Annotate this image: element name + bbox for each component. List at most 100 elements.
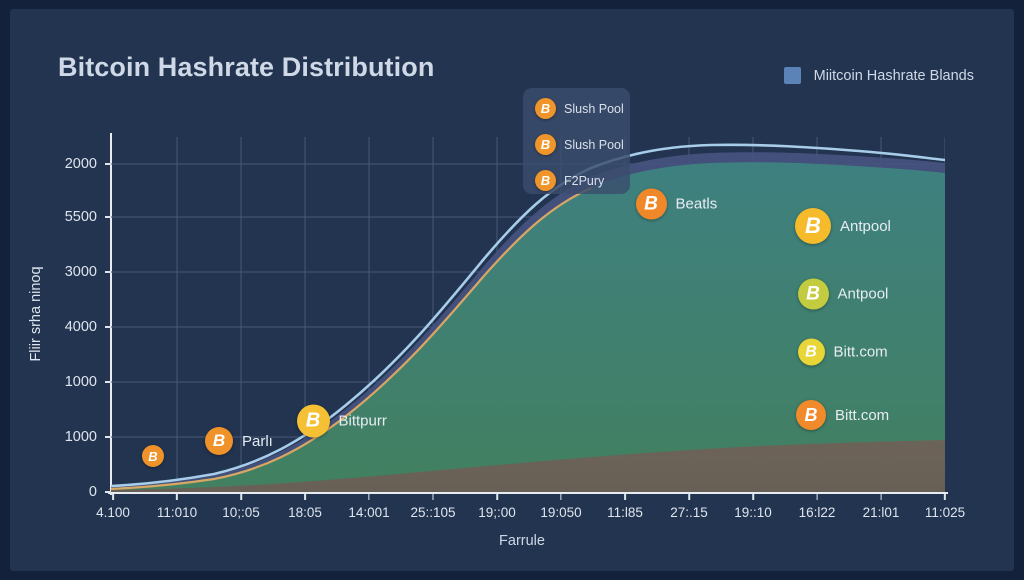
x-axis-tick-mark [944, 494, 946, 500]
bitcoin-icon: B [205, 427, 233, 455]
x-axis-tick-mark [816, 494, 818, 500]
pool-marker-label: Bitt.com [835, 406, 890, 424]
bitcoin-icon: B [142, 445, 164, 467]
tooltip-row-label: Slush Pool [564, 137, 624, 152]
tooltip-row: B Slush Pool [535, 134, 630, 155]
pool-marker-label: Parlı [242, 432, 273, 450]
x-axis-title: Farrule [499, 533, 545, 549]
x-axis-tick: 25::105 [410, 494, 456, 520]
x-axis-tick: 16:l22 [798, 494, 836, 520]
x-axis-tick: 19:050 [540, 494, 582, 520]
y-axis-tick-mark [105, 163, 111, 165]
x-axis-tick-mark [432, 494, 434, 500]
area-chart-svg [111, 137, 945, 492]
x-axis-tick: 18:05 [288, 494, 322, 520]
x-axis-tick-label: 11:l85 [607, 505, 643, 520]
x-axis-tick: 19::10 [734, 494, 772, 520]
x-axis-tick-mark [688, 494, 690, 500]
y-axis: 0 1000 1000 4000 3000 5500 2000 Fliir srha nin… [10, 9, 111, 571]
pool-marker[interactable]: B Bitt.com [797, 338, 888, 366]
area-band-brown [111, 440, 945, 492]
y-axis-tick-label: 1000 [64, 429, 97, 445]
tooltip-row: B Slush Pool [535, 98, 630, 119]
x-axis-tick-label: 27:.15 [670, 505, 708, 520]
pool-marker[interactable]: B Bitt.com [796, 400, 889, 430]
x-axis-tick-label: 21:l01 [862, 505, 900, 520]
x-axis-tick: 11:025 [925, 494, 965, 520]
pool-marker-label: Bitt.com [833, 343, 888, 361]
x-axis-tick-mark [624, 494, 626, 500]
tooltip-row: B F2Pury [535, 170, 630, 191]
y-axis-tick: 1000 [65, 374, 111, 390]
y-axis-tick-label: 4000 [64, 319, 97, 335]
y-axis-tick-label: 3000 [64, 264, 97, 280]
x-axis-tick-label: 18:05 [288, 505, 322, 520]
x-axis-tick: 19;:00 [478, 494, 516, 520]
pool-marker[interactable]: B Beatls [635, 188, 718, 220]
x-axis-tick-label: 14:001 [348, 505, 390, 520]
x-axis-tick-label: 11:025 [924, 505, 966, 520]
x-axis-tick-label: 10;:05 [222, 505, 260, 520]
x-axis-tick-label: 11:010 [156, 505, 198, 520]
y-axis-tick: 3000 [65, 264, 111, 280]
pool-marker[interactable]: B Antpool [797, 278, 889, 310]
x-axis-tick: 11:010 [157, 494, 197, 520]
y-axis-tick-mark [105, 436, 111, 438]
legend-swatch-icon [783, 67, 801, 84]
bitcoin-icon: B [535, 98, 556, 119]
x-axis-tick: 11:l85 [607, 494, 643, 520]
x-axis-tick-label: 19;:00 [478, 505, 516, 520]
x-axis-tick-mark [880, 494, 882, 500]
x-axis-tick: 21:l01 [862, 494, 900, 520]
x-axis-spine [108, 492, 948, 494]
chart-legend[interactable]: Miitcoin Hashrate Blands [783, 67, 974, 84]
bitcoin-icon: B [535, 170, 556, 191]
x-axis: 4.100 11:010 10;:05 18:05 14:001 25::105 19;:0… [10, 9, 1014, 571]
x-axis-tick: 10;:05 [222, 494, 260, 520]
area-edge-orange [111, 186, 592, 491]
y-axis-tick-mark [105, 216, 111, 218]
pool-marker[interactable]: B [142, 445, 164, 467]
y-axis-tick: 1000 [65, 429, 111, 445]
y-axis-tick: 4000 [65, 319, 111, 335]
bitcoin-icon: B [796, 400, 826, 430]
x-axis-tick-label: 16:l22 [798, 505, 836, 520]
y-axis-tick: 5500 [65, 209, 111, 225]
bitcoin-icon: B [797, 278, 829, 310]
pool-marker-label: Beatls [675, 195, 718, 213]
x-axis-tick-mark [560, 494, 562, 500]
y-axis-tick-label: 0 [88, 484, 97, 500]
x-axis-tick-label: 19::10 [734, 505, 772, 520]
y-axis-spine [110, 133, 112, 495]
page-title: Bitcoin Hashrate Distribution [58, 52, 435, 82]
bitcoin-icon: B [797, 338, 825, 366]
y-axis-tick-mark [105, 491, 111, 493]
y-axis-tick-label: 1000 [64, 374, 97, 390]
x-axis-tick: 27:.15 [670, 494, 708, 520]
y-axis-tick: 2000 [65, 156, 111, 172]
y-axis-tick-mark [105, 326, 111, 328]
pool-marker[interactable]: B Bittpurr [296, 404, 387, 438]
x-axis-tick: 4.100 [96, 494, 130, 520]
plot-area [111, 137, 945, 492]
x-axis-tick-label: 19:050 [540, 505, 582, 520]
area-band-teal [111, 162, 945, 492]
pool-marker-label: Bittpurr [338, 412, 387, 430]
x-axis-tick-mark [304, 494, 306, 500]
tooltip-row-label: F2Pury [564, 173, 605, 188]
legend-label: Miitcoin Hashrate Blands [813, 67, 974, 84]
pool-marker[interactable]: B Parlı [205, 427, 273, 455]
x-axis-tick-mark [112, 494, 114, 500]
x-axis-tick-label: 4.100 [96, 505, 130, 520]
y-axis-tick-label: 5500 [64, 209, 97, 225]
pool-marker-label: Antpool [837, 285, 889, 303]
bitcoin-icon: B [535, 134, 556, 155]
tooltip-panel[interactable]: B Slush Pool B Slush Pool B F2Pury [523, 88, 630, 194]
y-axis-tick: 0 [89, 484, 111, 500]
pool-marker[interactable]: B Antpool [795, 208, 891, 244]
y-axis-tick-mark [105, 271, 111, 273]
x-axis-tick-mark [176, 494, 178, 500]
y-axis-tick-mark [105, 381, 111, 383]
y-axis-tick-label: 2000 [64, 156, 97, 172]
